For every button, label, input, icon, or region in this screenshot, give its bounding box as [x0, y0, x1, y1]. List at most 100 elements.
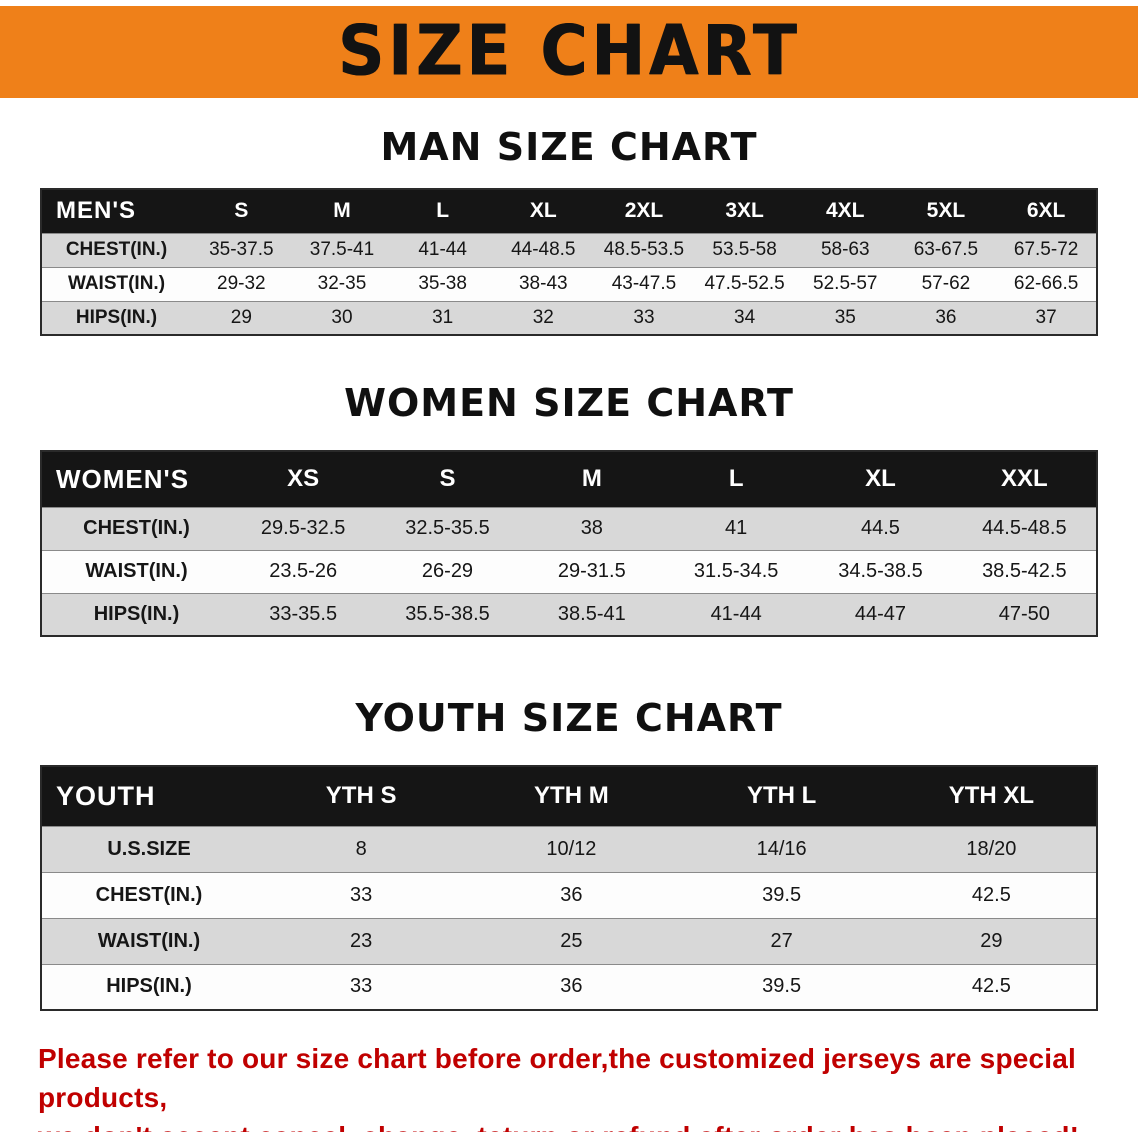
table-row: WAIST(IN.) 29-32 32-35 35-38 38-43 43-47.5 47.…: [41, 266, 1097, 301]
value-cell: 29.5-32.5: [231, 506, 376, 550]
value-cell: 35-38: [392, 266, 493, 301]
value-cell: 32-35: [291, 266, 393, 301]
column-header: 2XL: [624, 199, 664, 223]
section-heading: WOMEN SIZE CHART: [344, 381, 794, 425]
value-cell: 36: [895, 300, 997, 335]
table-row: WAIST(IN.) 23 25 27 29: [41, 917, 1097, 964]
value-cell: 32.5-35.5: [375, 506, 520, 550]
size-table: MEN'S S M L XL 2XL 3XL 4XL 5XL 6XL CHEST(IN.) 35-37…: [40, 188, 1098, 336]
column-header: XXL: [1000, 465, 1048, 493]
value-cell: 32: [492, 300, 594, 335]
value-cell: 34: [694, 300, 795, 335]
column-header: 4XL: [826, 199, 865, 223]
value-cell: 33-35.5: [231, 592, 376, 636]
column-header: YTH L: [746, 782, 817, 810]
value-cell: 8: [256, 825, 467, 872]
value-cell: 25: [466, 917, 677, 964]
row-label: U.S.SIZE: [41, 825, 256, 872]
size-table: YOUTH YTH S YTH M YTH L YTH XL U.S.SIZE 8 10/12…: [40, 765, 1098, 1011]
value-cell: 58-63: [794, 232, 896, 267]
table-row: U.S.SIZE 8 10/12 14/16 18/20: [41, 825, 1097, 872]
value-cell: 35.5-38.5: [375, 592, 520, 636]
value-cell: 38: [519, 506, 664, 550]
charts-container: MAN SIZE CHART MEN'S S M L XL 2XL 3XL 4XL 5XL 6XL C…: [0, 124, 1138, 1011]
section-heading: YOUTH SIZE CHART: [355, 696, 783, 740]
table-corner-label: WOMEN'S: [56, 463, 190, 494]
column-header: YTH XL: [948, 782, 1035, 810]
value-cell: 23.5-26: [231, 549, 376, 593]
disclaimer-line-1: Please refer to our size chart before or…: [38, 1043, 1077, 1113]
table-row: HIPS(IN.) 33-35.5 35.5-38.5 38.5-41 41-44 44-…: [41, 592, 1097, 636]
value-cell: 36: [466, 871, 677, 918]
column-header: XS: [287, 465, 320, 493]
value-cell: 44.5: [808, 506, 953, 550]
value-cell: 67.5-72: [996, 232, 1097, 267]
value-cell: 29-31.5: [519, 549, 664, 593]
value-cell: 41-44: [663, 592, 809, 636]
column-header: M: [333, 199, 351, 223]
value-cell: 33: [593, 300, 695, 335]
disclaimer-line-2: we don't accept cancel, change, teturn o…: [38, 1117, 1100, 1132]
value-cell: 63-67.5: [895, 232, 997, 267]
size-chart-section: MAN SIZE CHART MEN'S S M L XL 2XL 3XL 4XL 5XL 6XL C…: [0, 124, 1138, 336]
value-cell: 10/12: [466, 825, 677, 872]
value-cell: 37.5-41: [291, 232, 393, 267]
section-heading: MAN SIZE CHART: [380, 125, 758, 169]
size-chart-section: WOMEN SIZE CHART WOMEN'S XS S M L XL XXL CHEST(I…: [0, 380, 1138, 637]
value-cell: 29-32: [191, 266, 292, 301]
column-header: XL: [529, 199, 557, 223]
table-row: CHEST(IN.) 29.5-32.5 32.5-35.5 38 41 44.5 44.5…: [41, 506, 1097, 550]
value-cell: 31: [392, 300, 493, 335]
table-row: CHEST(IN.) 33 36 39.5 42.5: [41, 871, 1097, 918]
row-label: WAIST(IN.): [41, 917, 256, 964]
column-header: 3XL: [725, 199, 764, 223]
value-cell: 47-50: [952, 592, 1097, 636]
column-header: S: [234, 199, 249, 223]
page-title: SIZE CHART: [337, 12, 801, 92]
value-cell: 44-47: [808, 592, 953, 636]
table-row: CHEST(IN.) 35-37.5 37.5-41 41-44 44-48.5 48.5…: [41, 232, 1097, 267]
row-label: HIPS(IN.): [41, 300, 191, 335]
value-cell: 23: [256, 917, 467, 964]
column-header: 5XL: [926, 199, 966, 223]
value-cell: 38.5-41: [519, 592, 664, 636]
value-cell: 31.5-34.5: [663, 549, 809, 593]
column-header: L: [728, 465, 744, 493]
row-label: CHEST(IN.): [41, 232, 191, 267]
row-label: HIPS(IN.): [41, 592, 231, 636]
row-label: HIPS(IN.): [41, 963, 256, 1010]
value-cell: 33: [256, 871, 467, 918]
value-cell: 27: [676, 917, 887, 964]
value-cell: 62-66.5: [996, 266, 1097, 301]
row-label: CHEST(IN.): [41, 506, 231, 550]
value-cell: 42.5: [886, 963, 1097, 1010]
value-cell: 38.5-42.5: [952, 549, 1097, 593]
value-cell: 57-62: [895, 266, 997, 301]
value-cell: 37: [996, 300, 1097, 335]
row-label: WAIST(IN.): [41, 266, 191, 301]
value-cell: 18/20: [886, 825, 1097, 872]
column-header: M: [581, 465, 602, 493]
value-cell: 30: [291, 300, 393, 335]
value-cell: 35-37.5: [191, 232, 292, 267]
row-label: WAIST(IN.): [41, 549, 231, 593]
value-cell: 34.5-38.5: [808, 549, 953, 593]
value-cell: 43-47.5: [593, 266, 695, 301]
value-cell: 33: [256, 963, 467, 1010]
column-header: S: [439, 465, 456, 493]
size-chart-section: YOUTH SIZE CHART YOUTH YTH S YTH M YTH L YTH …: [0, 695, 1138, 1011]
table-header-row: YOUTH YTH S YTH M YTH L YTH XL: [41, 766, 1097, 826]
value-cell: 39.5: [676, 871, 887, 918]
size-chart-page: SIZE CHART MAN SIZE CHART MEN'S S M L XL 2XL 3X…: [0, 6, 1138, 1132]
column-header: 6XL: [1026, 199, 1066, 223]
value-cell: 52.5-57: [794, 266, 896, 301]
banner: SIZE CHART: [0, 6, 1138, 98]
table-header-row: WOMEN'S XS S M L XL XXL: [41, 451, 1097, 507]
column-header: XL: [865, 465, 896, 493]
value-cell: 41-44: [392, 232, 493, 267]
column-header: L: [436, 199, 450, 223]
table-corner-label: MEN'S: [56, 197, 137, 225]
value-cell: 29: [886, 917, 1097, 964]
table-header-row: MEN'S S M L XL 2XL 3XL 4XL 5XL 6XL: [41, 189, 1097, 233]
value-cell: 48.5-53.5: [593, 232, 695, 267]
